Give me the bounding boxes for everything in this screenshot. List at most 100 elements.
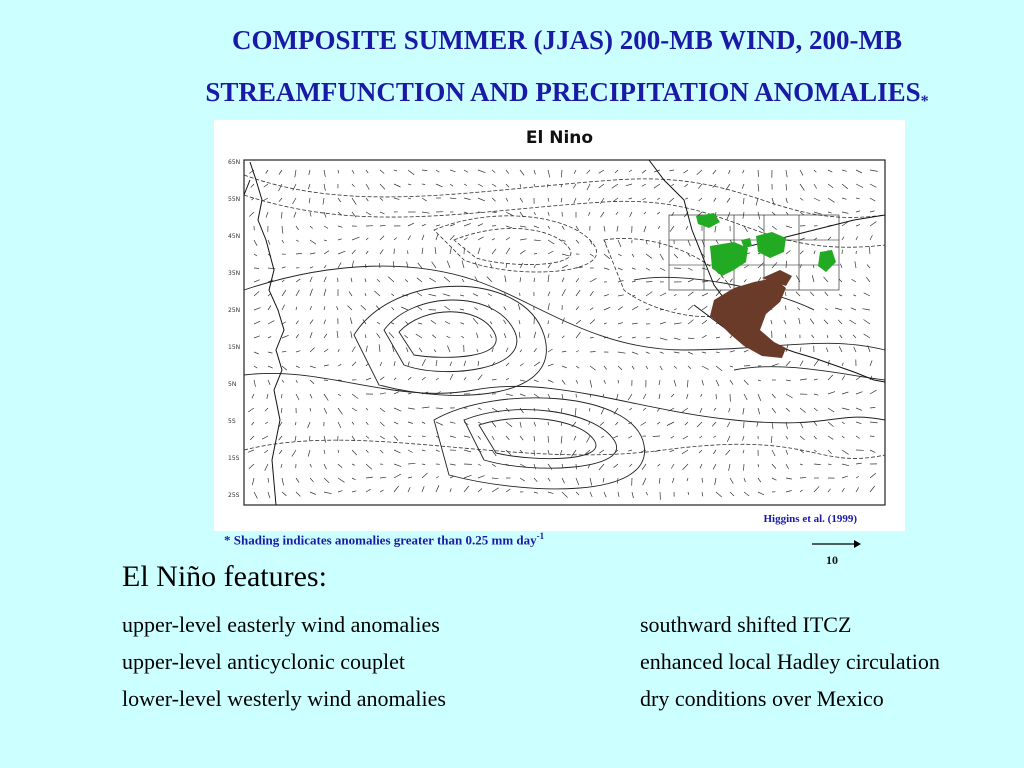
features-heading: El Niño features: [122,560,327,594]
wind-vector [436,235,438,241]
wind-vector [436,477,439,479]
wind-vector [842,363,843,366]
wind-vector [520,380,525,381]
wind-vector [688,320,694,324]
wind-vector [548,240,554,244]
wind-vector [644,212,646,214]
wind-vector [520,478,525,481]
wind-vector [758,492,764,495]
wind-vector [254,492,257,498]
wind-vector [338,364,341,366]
wind-vector [268,352,272,353]
wind-vector [366,212,371,215]
wind-vector [268,321,274,324]
wind-vector [416,334,422,338]
map-frame [244,160,885,505]
wind-vector [268,294,270,296]
wind-vector [604,492,606,497]
wind-vector [813,265,814,268]
wind-vector [492,348,493,352]
wind-vector [613,436,618,438]
wind-vector [742,184,744,189]
wind-vector [786,344,788,352]
wind-vector [490,335,492,339]
wind-vector [393,261,394,268]
wind-vector [534,478,537,482]
wind-vector [534,253,537,254]
wind-vector [476,333,478,338]
wind-vector [772,364,779,366]
wind-vector [422,198,427,201]
wind-vector [856,436,860,439]
wind-vector [548,450,549,454]
wind-vector [715,226,716,232]
wind-vector [310,408,311,411]
wind-vector [870,235,872,240]
wind-vector [352,170,354,174]
wind-vector [408,487,410,492]
wind-vector [268,366,273,368]
wind-vector [324,450,325,454]
wind-vector [617,478,618,484]
wind-vector [842,392,848,394]
wind-vector [618,323,623,324]
wind-vector [492,184,496,186]
wind-vector [587,184,590,190]
wind-vector [417,293,422,297]
wind-vector [603,394,604,397]
wind-vector [520,422,521,428]
wind-vector [730,351,735,352]
wind-vector [352,450,357,455]
wind-vector [870,198,875,201]
wind-vector [729,408,730,412]
wind-vector [338,408,342,414]
wind-vector [715,478,716,485]
wind-vector [520,408,524,413]
figure-credit: Higgins et al. (1999) [764,513,858,525]
wind-vector [686,226,688,230]
wind-vector [671,464,674,469]
wind-vector [824,320,828,324]
wind-vector [660,309,664,310]
latitude-label: 45N [228,233,240,240]
wind-vector [653,436,660,437]
wind-vector [576,240,579,243]
title-line-2-text: STREAMFUNCTION AND PRECIPITATION ANOMALI… [205,77,920,107]
wind-vector [401,307,408,310]
wind-vector [310,478,314,482]
wind-vector [758,226,764,230]
wind-vector [604,323,607,324]
wind-vector [814,450,817,452]
wind-vector [534,436,535,441]
wind-vector [534,450,535,456]
wind-vector [744,464,745,471]
wind-vector [814,198,820,201]
wind-vector [562,492,568,498]
wind-vector [394,436,398,441]
wind-vector [730,492,734,496]
wind-vector [840,264,842,268]
wind-vector [534,362,540,366]
wind-vector [310,212,311,217]
wind-vector [266,212,268,218]
wind-vector [854,347,856,352]
wind-vector [534,226,539,228]
wind-vector [660,322,666,324]
wind-vector [758,408,760,414]
wind-vector [828,408,834,412]
wind-vector [828,212,832,213]
wind-vector [474,308,478,310]
wind-vector [338,464,342,468]
wind-vector [612,184,618,188]
wind-vector [576,278,579,282]
wind-vector [786,261,787,268]
wind-vector [548,492,553,494]
feature-left-1: upper-level easterly wind anomalies [122,612,440,638]
wind-vector [436,485,439,492]
wind-vector [394,198,399,200]
wind-vector [548,170,550,177]
wind-vector [418,323,422,324]
wind-vector [352,250,356,254]
wind-vector [800,379,807,380]
wind-vector [842,212,848,213]
